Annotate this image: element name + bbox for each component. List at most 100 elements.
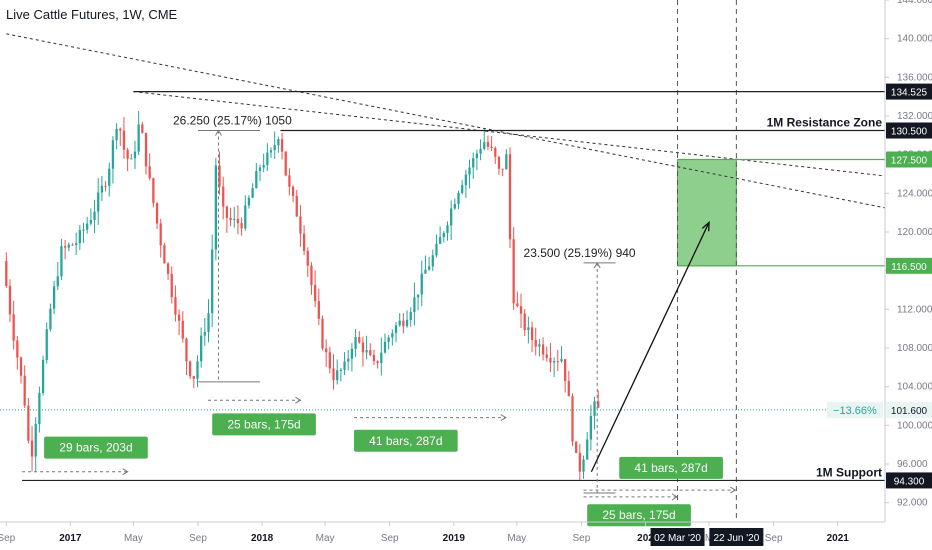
candle-body (545, 354, 548, 358)
candle-body (141, 124, 144, 133)
candle-body (431, 255, 434, 267)
candle-body (354, 337, 357, 349)
x-tick-label: Sep (189, 533, 207, 544)
measure-label: 23.500 (25.19%) 940 (524, 246, 636, 260)
measure-arrowhead (593, 261, 601, 269)
level-annotation: 1M Resistance Zone (767, 116, 883, 130)
candle-body (413, 297, 416, 313)
candle-body (534, 339, 537, 347)
x-tick-label: 2019 (443, 533, 466, 544)
y-tick-label: 120.000 (897, 227, 932, 238)
current-change-badge-bg (826, 401, 883, 418)
candle-body (144, 132, 148, 167)
candle-body (391, 333, 394, 338)
candle-body (450, 208, 453, 226)
candle-body (23, 375, 26, 406)
candle-body (472, 158, 475, 168)
range-label-bg (354, 429, 458, 452)
level-annotation: 1M Support (816, 465, 882, 479)
x-tick-label: 2018 (251, 533, 274, 544)
candle-body (306, 250, 309, 266)
candle-body (530, 327, 534, 340)
candle-body (383, 341, 387, 353)
candle-body (5, 261, 8, 287)
candle-body (12, 314, 15, 341)
trendline (133, 91, 886, 177)
candle-body (71, 244, 74, 246)
x-tick-label: Sep (381, 533, 399, 544)
candle-body (177, 314, 181, 321)
y-tick-label: 124.000 (897, 188, 932, 199)
candle-body (468, 167, 471, 175)
candle-body (185, 338, 188, 362)
candle-body (152, 178, 155, 204)
date-marker-badge-label: 02 Mar '20 (654, 533, 701, 544)
candle-body (192, 376, 195, 379)
candle-body (586, 439, 589, 460)
candle-body (170, 273, 173, 298)
date-marker-badge-label: 22 Jun '20 (713, 533, 759, 544)
candle-body (89, 219, 93, 224)
candle-body (115, 128, 118, 141)
candle-body (464, 174, 468, 186)
candle-body (255, 171, 258, 189)
candle-body (233, 218, 236, 220)
candle-body (416, 294, 420, 298)
y-tick-label: 136.000 (897, 72, 932, 83)
candle-body (34, 424, 37, 457)
candle-body (516, 303, 519, 307)
range-label: 25 bars, 175d (602, 508, 675, 522)
candle-body (119, 128, 122, 131)
candle-body (19, 357, 23, 376)
price-badge-bg (886, 122, 932, 139)
price-badge-bg (886, 257, 932, 274)
candle-body (442, 233, 445, 238)
candle-body (593, 401, 596, 416)
candle-body (461, 185, 464, 193)
candle-body (597, 401, 600, 408)
x-tick-label: Sep (573, 533, 591, 544)
candle-body (166, 263, 170, 274)
y-tick-label: 92.000 (897, 498, 928, 509)
range-label: 25 bars, 175d (227, 417, 300, 431)
date-marker-badge-bg (650, 528, 705, 546)
candle-body (380, 352, 383, 364)
range-label: 41 bars, 287d (369, 434, 442, 448)
candle-body (339, 369, 343, 371)
y-tick-label: 96.000 (897, 459, 928, 470)
candle-body (508, 154, 512, 240)
candle-body (512, 239, 515, 304)
candle-body (75, 243, 78, 246)
current-price-badge-label: 101.600 (891, 406, 928, 417)
range-label: 29 bars, 203d (59, 441, 132, 455)
candle-body (527, 327, 530, 331)
candle-body (100, 185, 104, 193)
range-arrowhead (295, 396, 302, 404)
candle-body (336, 370, 339, 381)
candle-body (63, 246, 67, 248)
candle-body (218, 165, 221, 187)
range-arrowhead (671, 493, 678, 501)
projection-arrow (590, 222, 710, 473)
candle-body (571, 396, 574, 442)
candle-body (549, 357, 552, 363)
candle-body (269, 150, 273, 153)
candle-body (497, 156, 501, 169)
candle-body (552, 361, 556, 363)
candle-body (394, 325, 398, 334)
candle-body (483, 142, 486, 149)
candle-body (174, 297, 177, 315)
candle-body (479, 148, 482, 154)
candle-body (490, 146, 493, 148)
range-arrowhead (122, 468, 129, 476)
candle-body (247, 197, 251, 206)
candle-body (137, 124, 140, 152)
candle-body (240, 223, 243, 229)
candle-body (347, 358, 350, 362)
candle-body (49, 308, 52, 330)
candle-body (317, 301, 320, 319)
price-badge-label: 127.500 (891, 156, 928, 167)
candle-body (556, 361, 559, 363)
range-label-bg (587, 504, 691, 527)
